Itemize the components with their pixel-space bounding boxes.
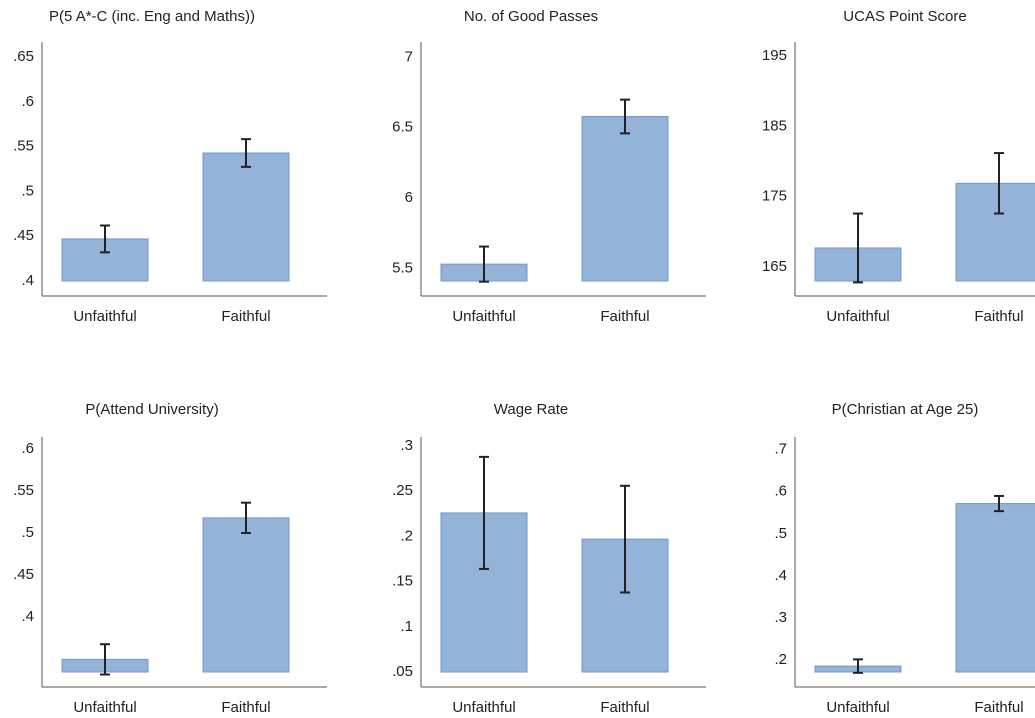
x-tick-label: Unfaithful: [826, 308, 889, 325]
error-bar: [994, 152, 1004, 215]
y-tick-label: 195: [762, 47, 787, 64]
bar: [955, 503, 1035, 673]
error-bar: [853, 212, 863, 284]
chart-title: UCAS Point Score: [843, 8, 966, 25]
y-tick-label: .6: [21, 93, 34, 110]
y-tick-label: .2: [400, 527, 413, 544]
y-tick-label: .15: [392, 573, 413, 590]
y-tick-label: .45: [13, 227, 34, 244]
error-bar: [241, 138, 251, 168]
chart-title: No. of Good Passes: [464, 8, 598, 25]
error-bar: [100, 224, 110, 254]
chart-panel: P(Christian at Age 25) .2 .3 .4 .5 .6 .7 Unfait…: [774, 401, 1035, 716]
y-tick-label: .45: [13, 566, 34, 583]
y-tick-label: 185: [762, 117, 787, 134]
x-tick-label: Faithful: [600, 699, 649, 716]
error-bar: [620, 98, 630, 135]
x-tick-label: Unfaithful: [826, 699, 889, 716]
chart-title: P(5 A*-C (inc. Eng and Maths)): [49, 8, 255, 25]
y-tick-label: .55: [13, 138, 34, 155]
y-tick-label: .05: [392, 663, 413, 680]
y-tick-label: .4: [21, 608, 34, 625]
y-tick-label: .25: [392, 482, 413, 499]
y-tick-label: .55: [13, 482, 34, 499]
x-tick-label: Faithful: [974, 308, 1023, 325]
y-tick-label: 6: [405, 189, 413, 206]
chart-title: P(Christian at Age 25): [832, 401, 979, 418]
y-tick-label: .1: [400, 618, 413, 635]
error-bar: [100, 643, 110, 676]
x-tick-label: Faithful: [974, 699, 1023, 716]
bar: [955, 182, 1035, 282]
y-tick-label: .2: [774, 651, 787, 668]
x-tick-label: Unfaithful: [73, 308, 136, 325]
x-tick-label: Faithful: [221, 308, 270, 325]
y-tick-label: .5: [21, 182, 34, 199]
x-tick-label: Faithful: [600, 308, 649, 325]
y-tick-label: .4: [21, 272, 34, 289]
y-tick-label: 175: [762, 188, 787, 205]
x-tick-label: Unfaithful: [73, 699, 136, 716]
y-tick-label: 6.5: [392, 119, 413, 136]
x-tick-label: Unfaithful: [452, 308, 515, 325]
y-tick-label: 165: [762, 258, 787, 275]
chart-panel: No. of Good Passes 5.5 6 6.5 7 Unfaithful Fait…: [392, 8, 706, 325]
bar: [581, 116, 669, 282]
y-tick-label: .5: [21, 524, 34, 541]
y-tick-label: .7: [774, 441, 787, 458]
x-tick-label: Faithful: [221, 699, 270, 716]
error-bar: [479, 455, 489, 570]
chart-title: P(Attend University): [85, 401, 218, 418]
bar: [202, 152, 290, 282]
chart-panel: UCAS Point Score 165 175 185 195 Unfaithful Fa…: [762, 8, 1035, 325]
chart-panel: Wage Rate .05 .1 .15 .2 .25 .3 Unfaithful Faithf…: [392, 401, 706, 716]
error-bar: [620, 484, 630, 594]
bar: [202, 517, 290, 673]
chart-panel: P(Attend University) .4 .45 .5 .55 .6 Unfaithf…: [13, 401, 327, 716]
error-bar: [853, 658, 863, 674]
y-tick-label: .3: [400, 437, 413, 454]
error-bar: [241, 501, 251, 535]
x-tick-label: Unfaithful: [452, 699, 515, 716]
y-tick-label: .6: [21, 440, 34, 457]
chart-panel: P(5 A*-C (inc. Eng and Maths)) .4 .45 .5 .55…: [13, 8, 327, 325]
y-tick-label: 7: [405, 48, 413, 65]
y-tick-label: .4: [774, 567, 787, 584]
y-tick-label: .3: [774, 609, 787, 626]
y-tick-label: .65: [13, 48, 34, 65]
chart-title: Wage Rate: [494, 401, 568, 418]
y-tick-label: .6: [774, 483, 787, 500]
error-bar: [479, 245, 489, 283]
y-tick-label: 5.5: [392, 259, 413, 276]
error-bar: [994, 494, 1004, 513]
y-tick-label: .5: [774, 525, 787, 542]
